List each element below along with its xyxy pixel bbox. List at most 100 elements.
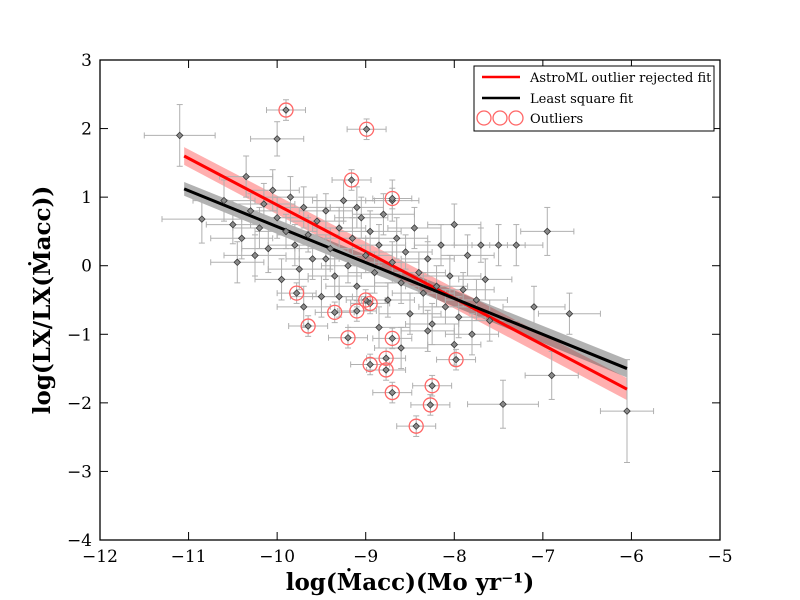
outlier-circle <box>422 397 439 413</box>
outlier-point <box>428 381 436 390</box>
outlier-circle <box>358 121 375 137</box>
data-point <box>370 268 379 277</box>
data-point <box>423 327 432 335</box>
data-point <box>237 234 246 243</box>
y-tick-label: 2 <box>81 120 92 140</box>
outlier-circle <box>343 172 360 188</box>
y-axis-label: log(LX/LX(Ṁacc)) <box>29 186 56 415</box>
data-point <box>392 234 401 243</box>
data-point <box>485 316 494 325</box>
data-point <box>423 255 432 263</box>
data-point <box>330 272 339 280</box>
outlier-point <box>361 296 370 304</box>
data-point <box>233 258 242 267</box>
data-point <box>348 234 357 243</box>
y-tick-label: −2 <box>67 394 92 414</box>
outlier-point <box>412 422 420 430</box>
outlier-circle <box>378 350 394 366</box>
fit-lines-layer <box>183 154 628 391</box>
x-axis-label: log(Ṁacc)(Mo yr⁻¹) <box>286 569 535 596</box>
data-point <box>277 275 286 284</box>
data-point <box>446 272 454 280</box>
data-point <box>299 203 308 212</box>
data-point <box>477 241 485 249</box>
data-point <box>415 268 423 277</box>
data-point <box>499 400 507 408</box>
data-point <box>428 320 436 328</box>
outlier-circle <box>300 318 316 334</box>
data-point <box>268 186 277 195</box>
outlier-point <box>292 289 301 297</box>
data-point <box>379 210 388 219</box>
data-point <box>463 251 472 260</box>
data-point <box>273 213 281 222</box>
legend-outlier-circle <box>492 110 508 126</box>
outlier-circle <box>408 418 424 434</box>
legend: AstroML outlier rejected fit Least squar… <box>473 65 715 132</box>
data-point <box>406 309 414 318</box>
outlier-circle <box>349 303 365 319</box>
outlier-point <box>452 355 460 364</box>
data-point <box>375 241 383 249</box>
outlier-circle <box>384 384 400 401</box>
data-point <box>255 224 264 232</box>
data-point <box>273 135 281 143</box>
data-point <box>450 340 459 349</box>
data-point <box>441 303 450 311</box>
data-point <box>353 282 361 291</box>
data-point <box>339 196 348 205</box>
data-point <box>437 241 445 249</box>
y-tick-label: −4 <box>67 531 92 551</box>
outlier-circle <box>288 285 305 301</box>
data-point <box>401 248 410 256</box>
data-point <box>366 227 374 236</box>
outlier-circle <box>358 292 374 308</box>
data-point <box>344 261 352 270</box>
data-point <box>242 172 250 181</box>
data-point <box>361 251 370 260</box>
outlier-point <box>304 322 312 330</box>
least-square-fit-line <box>183 187 628 370</box>
data-point <box>410 224 419 232</box>
data-point <box>384 296 392 304</box>
y-tick-label: 0 <box>81 257 92 277</box>
data-point <box>397 344 405 352</box>
outlier-circle <box>384 190 400 207</box>
data-point <box>198 215 206 223</box>
data-point <box>397 279 405 287</box>
data-point <box>375 323 383 332</box>
x-tick-label: −11 <box>171 547 207 567</box>
outlier-point <box>347 176 356 184</box>
data-point <box>543 227 552 236</box>
data-point <box>264 244 273 253</box>
data-point <box>459 285 467 294</box>
data-point <box>260 200 268 208</box>
data-point <box>565 309 574 318</box>
outlier-circle <box>340 330 356 346</box>
data-point <box>335 292 343 301</box>
x-tick-label: −10 <box>259 547 295 567</box>
data-point <box>432 282 441 291</box>
data-point <box>326 244 335 253</box>
points-layer <box>175 106 631 430</box>
outlier-point <box>388 388 397 397</box>
outlier-point <box>388 194 397 203</box>
outlier-circle <box>424 378 440 394</box>
data-point <box>220 196 228 205</box>
data-point <box>175 131 184 140</box>
data-point <box>512 241 521 249</box>
plot-frame <box>99 59 721 541</box>
outlier-point <box>382 366 390 374</box>
y-tick-label: −3 <box>67 462 92 482</box>
data-point <box>388 258 397 267</box>
legend-outlier-circle <box>508 110 524 126</box>
outlier-circle <box>278 102 294 118</box>
legend-swatch-outliers <box>476 110 524 126</box>
outlier-point <box>344 333 352 342</box>
outlier-circle <box>327 304 343 320</box>
data-point <box>357 213 366 222</box>
outlier-circle <box>362 295 378 312</box>
data-point <box>547 371 556 380</box>
data-point <box>308 255 317 263</box>
